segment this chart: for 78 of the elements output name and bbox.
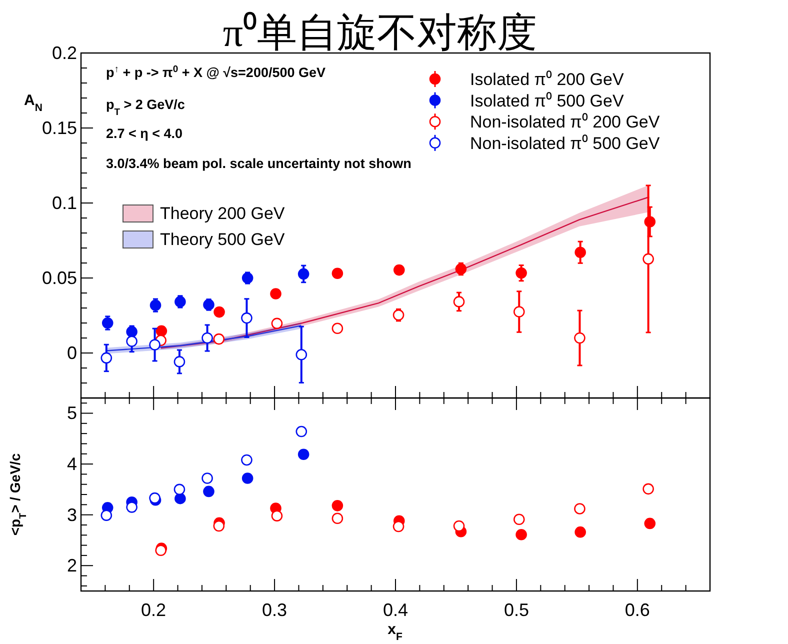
point [242, 272, 254, 284]
y-tick-label: 4 [66, 454, 77, 474]
x-tick-label: 0.5 [504, 600, 529, 620]
point [574, 526, 586, 538]
point [174, 296, 186, 308]
y-tick-label: 0.2 [52, 43, 77, 63]
point [241, 312, 252, 324]
point [203, 486, 214, 498]
point [516, 528, 527, 540]
y-tick-label: 0.15 [42, 118, 77, 138]
point [271, 318, 283, 330]
point [126, 502, 138, 513]
point [574, 503, 586, 514]
point [203, 299, 214, 310]
point [393, 264, 405, 276]
annotation: 2.7 < η < 4.0 [106, 126, 183, 141]
legend-label: Non-isolated π⁰ 200 GeV [470, 112, 660, 132]
point [574, 246, 586, 258]
y-axis-title: A$_{N}$ [24, 92, 42, 114]
point [202, 472, 213, 484]
x-tick-label: 0.6 [624, 600, 650, 620]
point [155, 544, 166, 556]
annotation: p$^{↑}$ + p -> π$^{0}$ + X @ √s=200/500 GeV [106, 64, 326, 80]
point [513, 514, 525, 526]
point [242, 472, 254, 484]
point [213, 520, 225, 532]
annotation: 3.0/3.4% beam pol. scale uncertainty not shown [106, 156, 412, 171]
point [214, 306, 225, 318]
chart-title: π⁰单自旋不对称度 [222, 10, 538, 55]
point [332, 500, 344, 512]
point [642, 483, 654, 495]
y-tick-label: 3 [66, 504, 77, 525]
legend-label: Theory 200 GeV [160, 204, 286, 223]
y-tick-label: 0.1 [52, 193, 77, 213]
point [213, 333, 225, 345]
legend-label: Isolated π⁰ 500 GeV [470, 91, 624, 110]
point [100, 352, 112, 364]
point [392, 520, 404, 532]
y-tick-label: 0 [66, 343, 77, 363]
x-tick-label: 0.2 [141, 600, 166, 620]
y-tick-label: 2 [66, 556, 77, 576]
point [453, 296, 465, 308]
point [453, 520, 465, 532]
point [296, 426, 308, 438]
point [516, 267, 527, 279]
legend-label: Non-isolated π⁰ 500 GeV [470, 134, 660, 153]
legend-label: Theory 500 GeV [160, 230, 286, 249]
x-tick-label: 0.3 [262, 600, 288, 620]
point [150, 300, 162, 311]
point [126, 336, 138, 347]
point [644, 518, 656, 530]
point [513, 306, 525, 318]
point [202, 332, 213, 344]
point [174, 492, 186, 504]
x-tick-label: 0.4 [382, 600, 408, 620]
point [156, 325, 168, 337]
point [332, 322, 344, 334]
annotation: p$_{T}$ > 2 GeV/c [106, 97, 186, 118]
point [642, 253, 654, 265]
point [332, 512, 344, 524]
y-tick-label: 0.05 [42, 268, 77, 288]
point [392, 309, 404, 321]
x-axis-title: x$_{F}$ [388, 621, 403, 643]
point [102, 317, 114, 329]
point [574, 332, 586, 344]
point [149, 339, 160, 350]
point [271, 510, 283, 522]
y-tick-label: 5 [66, 403, 77, 424]
point [270, 288, 282, 300]
point [100, 510, 112, 521]
point [332, 268, 344, 279]
point [298, 448, 310, 460]
point [455, 263, 467, 275]
point [241, 454, 252, 466]
point [174, 356, 186, 368]
point [298, 268, 310, 280]
legend-label: Isolated π⁰ 200 GeV [470, 70, 624, 89]
point [296, 349, 308, 360]
